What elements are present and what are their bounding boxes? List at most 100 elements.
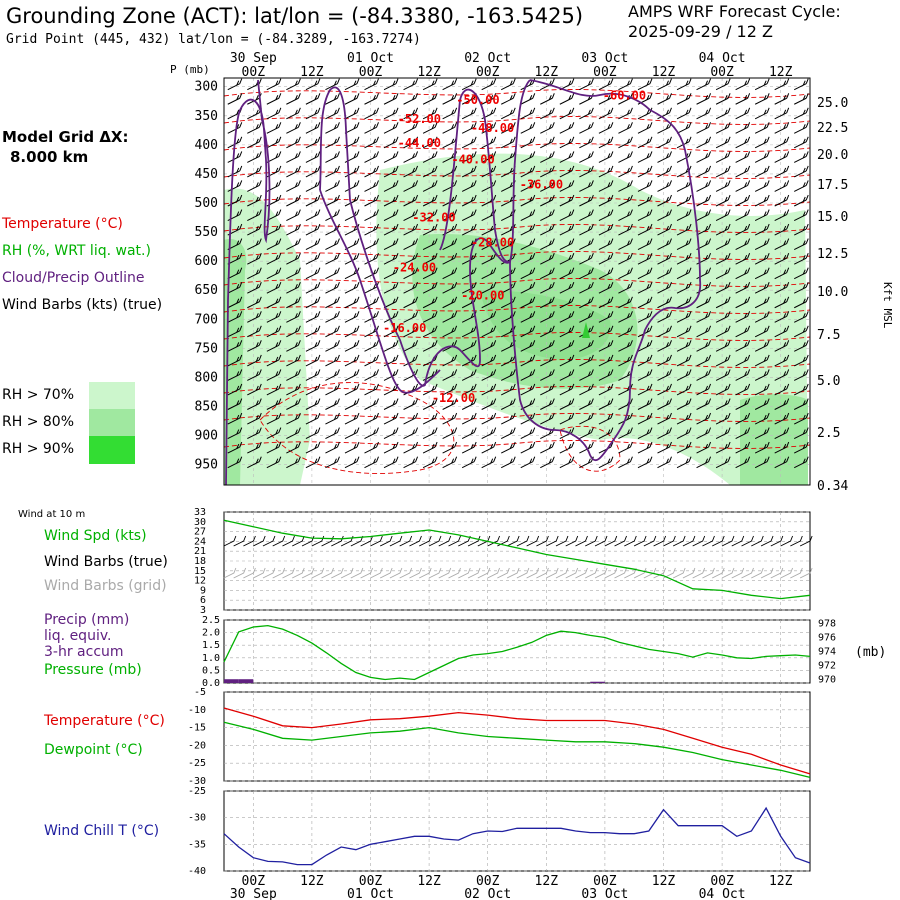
wind-barb-flag — [333, 385, 337, 391]
wind-barb — [247, 136, 262, 149]
wind-barb-shaft — [461, 388, 475, 396]
wind-barb-flag — [571, 209, 575, 215]
wind-barb-flag — [297, 296, 301, 302]
legend-rh: RH (%, WRT liq. wat.) — [2, 243, 151, 259]
wind-barb-flag — [571, 296, 575, 302]
time-tick-label-bottom: 12Z — [769, 874, 793, 889]
wind-barb — [579, 369, 594, 381]
wind-barb-flag — [727, 427, 731, 433]
wind-barb — [325, 282, 340, 294]
wind-barb-shaft — [520, 461, 533, 469]
wind-barb — [422, 136, 438, 149]
wind-barb-flag — [451, 225, 455, 231]
wind-barb — [461, 383, 477, 396]
wind-barb-flag — [568, 313, 572, 318]
wind-barb-flag — [356, 354, 360, 361]
wind-barb — [422, 165, 438, 178]
wind-barb-flag — [669, 151, 672, 157]
wind-barb-flag — [509, 138, 513, 144]
wind-barb-shaft — [442, 417, 455, 425]
wind-barb — [676, 194, 692, 207]
wind-barb-flag — [490, 95, 494, 100]
wind-barb-flag — [297, 180, 301, 186]
wind-barb-flag — [395, 252, 399, 259]
wind-barb-flag — [275, 254, 279, 260]
wind-barb-shaft — [266, 330, 280, 338]
wind-barb-flag — [571, 456, 575, 462]
wind-barb — [676, 383, 692, 396]
wind-barb-flag — [587, 313, 591, 318]
pressure-tick-label: 400 — [195, 138, 218, 153]
wind-barb-flag — [336, 136, 340, 143]
wind-barb — [559, 136, 575, 149]
wind-barb-flag — [802, 124, 806, 130]
wind-barb-grid — [399, 567, 413, 579]
wind-barb-flag — [626, 153, 630, 159]
wind-barb — [227, 412, 243, 425]
wind-barb — [461, 325, 477, 338]
wind-barb-flag — [532, 194, 536, 201]
wind-barb-flag — [392, 269, 396, 275]
wind-barb-flag — [278, 194, 282, 201]
wind-barb-flag — [705, 342, 709, 348]
wind-barb — [598, 369, 614, 381]
wind-barb-flag — [434, 223, 438, 230]
wind-tick-label: 21 — [194, 546, 206, 557]
wind-barb-flag — [705, 211, 709, 217]
wind-barb-shaft — [305, 359, 319, 367]
wind-barb-shaft — [676, 403, 690, 410]
wind-barb-flag — [590, 151, 594, 157]
wind-barb — [579, 194, 594, 207]
wind-barb — [540, 194, 555, 207]
wind-barb — [227, 165, 243, 178]
wind-barb-flag — [763, 240, 767, 246]
wind-barb-flag — [805, 165, 809, 172]
wind-barb-flag — [473, 165, 477, 172]
wind-barb-flag — [415, 412, 419, 419]
wind-barb-shaft — [247, 417, 260, 425]
wind-barb-flag — [294, 443, 298, 449]
wind-barb-flag — [548, 211, 552, 217]
wind-barb-flag — [786, 325, 790, 332]
wind-barb-shaft — [754, 417, 768, 425]
wind-barb — [247, 238, 262, 251]
wind-barb-flag — [802, 429, 806, 435]
wind-barb-flag — [766, 180, 770, 186]
wind-barb-flag — [532, 238, 536, 244]
wind-barb-flag — [685, 414, 689, 420]
wind-barb-shaft — [247, 359, 260, 367]
wind-barb — [696, 383, 712, 396]
wind-barb-flag — [724, 211, 728, 217]
wind-barb-shaft — [325, 257, 338, 265]
wind-barb — [774, 383, 790, 396]
wind-barb-shaft — [540, 185, 553, 192]
wind-barb-flag — [548, 298, 552, 304]
wind-barb-grid — [282, 567, 295, 579]
wind-barb-grid — [663, 567, 676, 579]
wind-barb-grid — [585, 567, 598, 579]
wind-barb-shaft — [598, 330, 612, 338]
wind-barb-flag — [688, 238, 692, 244]
wind-barb — [735, 151, 751, 163]
dewpoint-line — [223, 721, 811, 779]
wind-barb-flag — [705, 254, 709, 260]
wind-barb — [579, 122, 594, 134]
wind-barb — [735, 223, 751, 236]
wind-barb-flag — [373, 269, 376, 275]
wind-barb-flag — [297, 427, 301, 433]
wind-barb-shaft — [305, 170, 319, 178]
wind-barb-flag — [356, 151, 360, 157]
wind-barb — [247, 122, 262, 134]
wind-barb-flag — [294, 385, 298, 391]
wind-barb-shaft — [559, 97, 573, 105]
wind-barb-flag — [786, 209, 790, 215]
wind-barb-flag — [454, 325, 458, 332]
wind-barb — [637, 456, 653, 469]
wind-barb-flag — [649, 165, 653, 172]
legend-temperature-2: Temperature (°C) — [44, 713, 165, 729]
wind-barb — [286, 151, 301, 163]
wind-barb-shaft — [794, 330, 807, 338]
wind-barb-shaft — [325, 272, 338, 280]
wind-barb-shaft — [344, 83, 358, 91]
wind-barb — [383, 107, 399, 120]
